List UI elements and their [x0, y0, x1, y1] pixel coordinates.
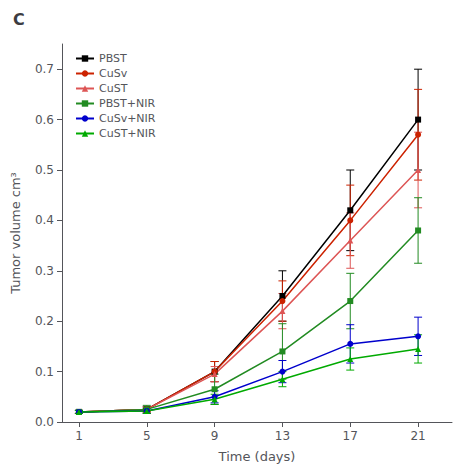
svg-text:0.0: 0.0 — [35, 415, 54, 429]
svg-text:C: C — [13, 10, 25, 29]
svg-text:9: 9 — [211, 429, 219, 443]
svg-text:0.2: 0.2 — [35, 314, 54, 328]
svg-text:Time (days): Time (days) — [218, 449, 296, 464]
svg-text:Tumor volume cm³: Tumor volume cm³ — [8, 172, 23, 295]
svg-text:13: 13 — [275, 429, 290, 443]
svg-text:CuSv: CuSv — [99, 67, 128, 80]
svg-text:1: 1 — [75, 429, 83, 443]
svg-text:0.5: 0.5 — [35, 163, 54, 177]
svg-text:0.4: 0.4 — [35, 213, 54, 227]
svg-text:17: 17 — [343, 429, 358, 443]
svg-text:0.7: 0.7 — [35, 62, 54, 76]
svg-text:0.6: 0.6 — [35, 113, 54, 127]
svg-text:CuST+NIR: CuST+NIR — [99, 127, 156, 140]
svg-text:21: 21 — [410, 429, 425, 443]
svg-text:PBST: PBST — [99, 52, 127, 65]
svg-text:PBST+NIR: PBST+NIR — [99, 97, 155, 110]
svg-text:0.1: 0.1 — [35, 365, 54, 379]
svg-text:CuSv+NIR: CuSv+NIR — [99, 112, 156, 125]
svg-text:CuST: CuST — [99, 82, 128, 95]
svg-text:5: 5 — [143, 429, 151, 443]
svg-text:0.3: 0.3 — [35, 264, 54, 278]
